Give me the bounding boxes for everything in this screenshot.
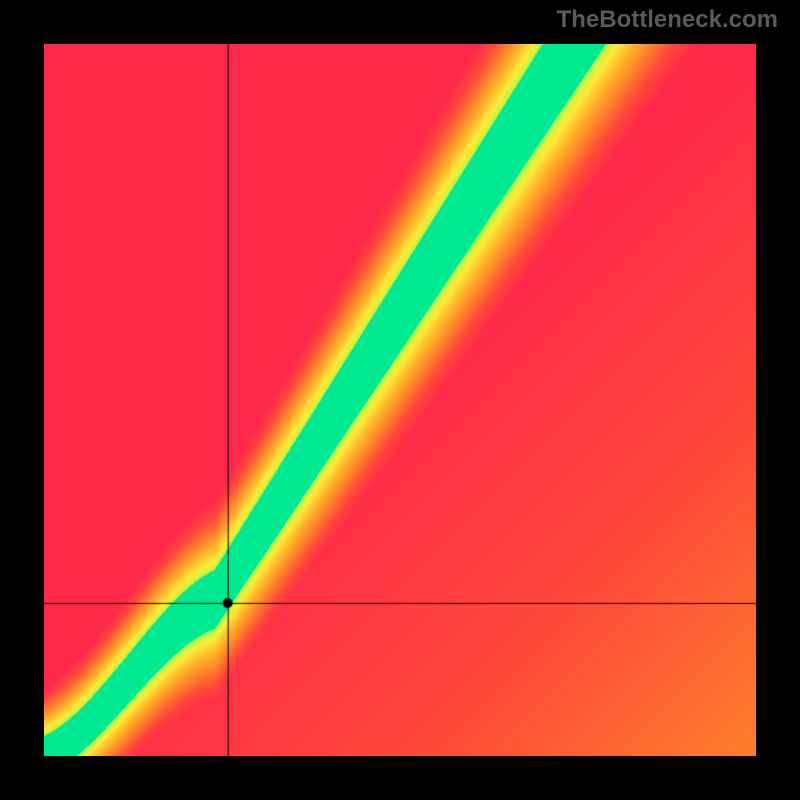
frame: TheBottleneck.com	[0, 0, 800, 800]
watermark-text: TheBottleneck.com	[557, 6, 778, 34]
plot-area	[44, 44, 756, 756]
bottleneck-heatmap	[44, 44, 756, 756]
